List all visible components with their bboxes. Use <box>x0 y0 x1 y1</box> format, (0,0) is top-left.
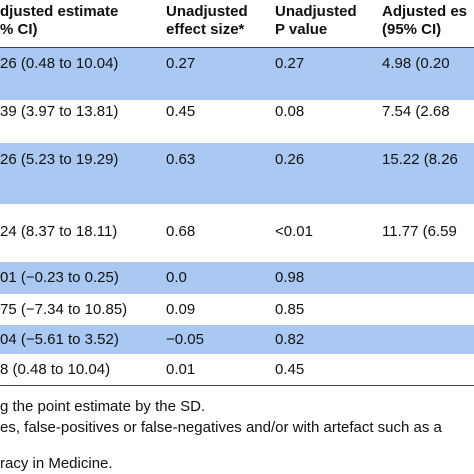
row-5-pvalue: 0.98 <box>275 269 305 286</box>
footnote-1: g the point estimate by the SD. <box>0 398 206 415</box>
row-8-pvalue: 0.45 <box>275 361 305 378</box>
header-pvalue-line1: Unadjusted <box>275 3 357 20</box>
row-2-adjusted: 7.54 (2.68 <box>382 103 450 120</box>
row-3-pvalue: 0.26 <box>275 151 305 168</box>
header-effect-line2: effect size* <box>166 21 245 38</box>
row-band-7 <box>0 325 474 354</box>
row-5-estimate: 01 (−0.23 to 0.25) <box>0 269 119 286</box>
header-adjusted-line1: Adjusted es <box>382 3 468 20</box>
header-estimate-line2: % CI) <box>0 21 38 38</box>
row-2-pvalue: 0.08 <box>275 103 305 120</box>
row-8-estimate: 8 (0.48 to 10.04) <box>0 361 111 378</box>
row-4-effect: 0.68 <box>166 223 196 240</box>
table-bottom-rule <box>0 385 474 386</box>
header-pvalue-line2: P value <box>275 21 328 38</box>
row-7-pvalue: 0.82 <box>275 331 305 348</box>
footnote-3: racy in Medicine. <box>0 455 113 472</box>
row-5-effect: 0.0 <box>166 269 187 286</box>
row-band-3 <box>0 143 474 204</box>
row-8-effect: 0.01 <box>166 361 196 378</box>
row-1-effect: 0.27 <box>166 55 196 72</box>
row-4-pvalue: <0.01 <box>275 223 313 240</box>
header-effect-line1: Unadjusted <box>166 3 248 20</box>
row-3-effect: 0.63 <box>166 151 196 168</box>
row-6-effect: 0.09 <box>166 301 196 318</box>
row-3-adjusted: 15.22 (8.26 <box>382 151 458 168</box>
row-4-adjusted: 11.77 (6.59 <box>382 223 457 240</box>
row-1-adjusted: 4.98 (0.20 <box>382 55 450 72</box>
row-6-pvalue: 0.85 <box>275 301 305 318</box>
row-7-estimate: 04 (−5.61 to 3.52) <box>0 331 119 348</box>
row-7-effect: −0.05 <box>166 331 204 348</box>
row-1-estimate: 26 (0.48 to 10.04) <box>0 55 119 72</box>
row-2-effect: 0.45 <box>166 103 196 120</box>
footnote-2: es, false-positives or false-negatives a… <box>0 419 442 436</box>
row-2-estimate: 39 (3.97 to 13.81) <box>0 103 119 120</box>
row-6-estimate: 75 (−7.34 to 10.85) <box>0 301 128 318</box>
header-adjusted-line2: (95% CI) <box>382 21 442 38</box>
row-1-pvalue: 0.27 <box>275 55 305 72</box>
row-4-estimate: 24 (8.37 to 18.11) <box>0 223 118 240</box>
row-band-1 <box>0 48 474 100</box>
header-estimate-line1: djusted estimate <box>0 3 119 20</box>
row-3-estimate: 26 (5.23 to 19.29) <box>0 151 119 168</box>
row-band-5 <box>0 262 474 294</box>
header-rule <box>0 47 474 48</box>
